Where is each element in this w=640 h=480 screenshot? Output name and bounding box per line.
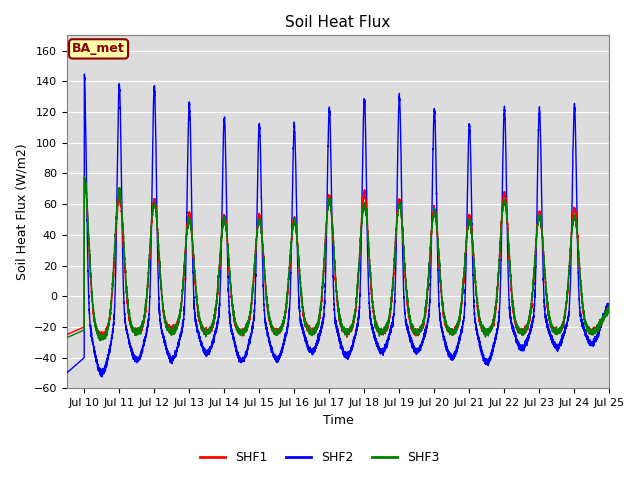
Text: BA_met: BA_met [72, 42, 125, 55]
Legend: SHF1, SHF2, SHF3: SHF1, SHF2, SHF3 [195, 446, 445, 469]
Y-axis label: Soil Heat Flux (W/m2): Soil Heat Flux (W/m2) [15, 144, 28, 280]
X-axis label: Time: Time [323, 414, 353, 427]
Title: Soil Heat Flux: Soil Heat Flux [285, 15, 391, 30]
